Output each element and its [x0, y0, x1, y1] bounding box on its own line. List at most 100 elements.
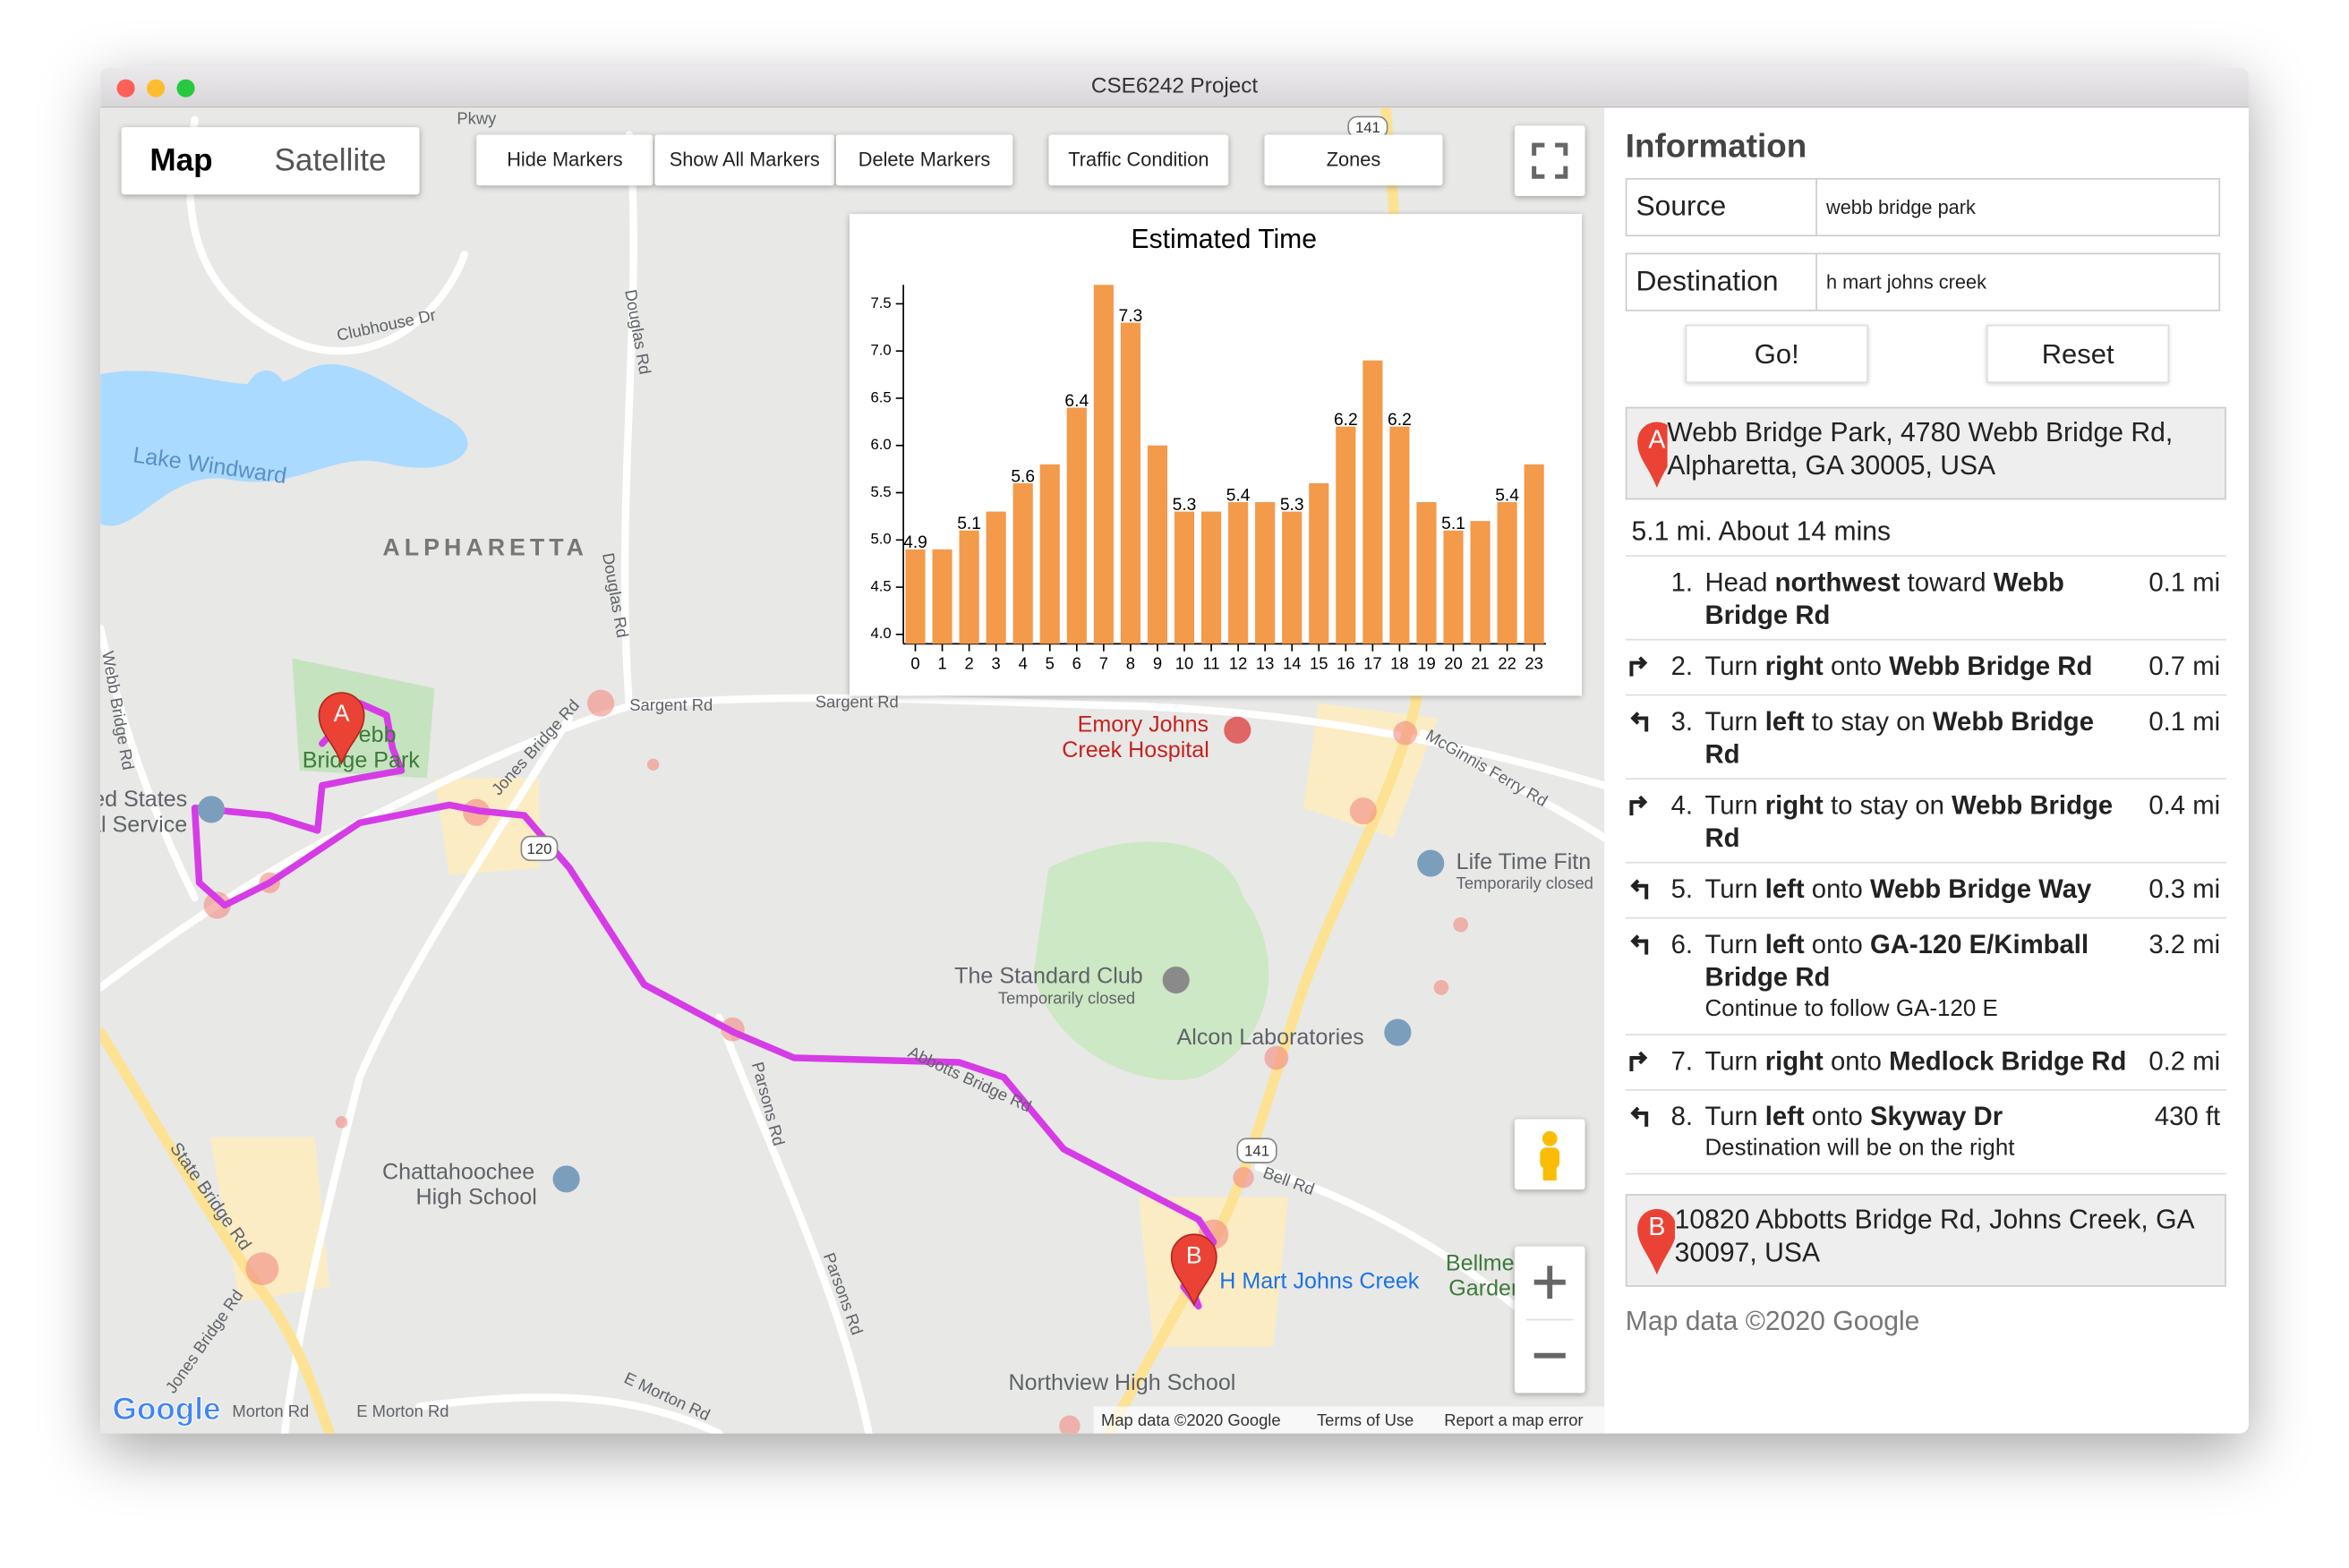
instruction-part: left [1764, 1101, 1805, 1131]
lake [100, 363, 468, 526]
map-label: Pkwy [457, 109, 497, 128]
x-tick-label: 11 [1203, 654, 1220, 673]
close-button[interactable] [116, 79, 135, 98]
terms-link[interactable]: Terms of Use [1317, 1410, 1414, 1429]
window-title: CSE6242 Project [1090, 74, 1259, 99]
turn-arrow [1630, 934, 1649, 955]
turn-icon-cell [1626, 1044, 1659, 1082]
y-tick-label: 5.5 [870, 483, 891, 500]
bar [932, 549, 952, 644]
y-tick-label: 5.0 [870, 531, 891, 548]
traffic-button[interactable]: Traffic Condition [1048, 134, 1229, 186]
step-distance: 430 ft [2154, 1101, 2221, 1131]
destination-field: Destination h mart johns creek [1625, 252, 2221, 311]
step-distance: 0.1 mi [2148, 706, 2221, 737]
map-label: Life Time Fitn [1456, 849, 1592, 874]
step-text: Turn left to stay on Webb Bridge Rd [1693, 704, 2133, 771]
zones-button[interactable]: Zones [1264, 134, 1443, 186]
zoom-button[interactable] [176, 79, 195, 98]
step-text: Turn right onto Webb Bridge Rd [1693, 650, 2133, 687]
step-number: 1. [1670, 567, 1694, 598]
map-label: Northview High School [1009, 1370, 1236, 1395]
step: 4. Turn right to stay on Webb Bridge Rd 0.… [1625, 780, 2226, 864]
instruction-part: Webb Bridge Rd [1704, 567, 2064, 630]
x-tick-label: 16 [1337, 654, 1354, 673]
instruction-part: Webb Bridge Way [1869, 873, 2092, 904]
map-label: The Standard Club [954, 963, 1143, 988]
route-summary: 5.1 mi. About 14 mins [1625, 499, 2226, 557]
info-panel: Information Source webb bridge park Dest… [1625, 125, 2226, 1337]
turn-arrow [1629, 1051, 1648, 1072]
x-tick-label: 13 [1256, 654, 1274, 673]
step-number: 3. [1670, 706, 1694, 737]
y-tick-label: 6.5 [870, 388, 891, 405]
step-text: Turn left onto Skyway Dr Destination will… [1693, 1100, 2133, 1166]
step-text: Turn left onto GA-120 E/Kimball Bridge R… [1693, 928, 2133, 1027]
go-button[interactable]: Go! [1685, 324, 1868, 383]
x-tick-label: 3 [992, 654, 1001, 673]
x-tick-label: 23 [1525, 654, 1542, 673]
marker-a[interactable]: A [318, 692, 365, 765]
poi-icon [552, 1165, 580, 1193]
marker-label: B [1648, 1213, 1665, 1241]
value-label: 4.9 [903, 533, 927, 552]
bar [1362, 360, 1383, 644]
value-label: 6.2 [1334, 411, 1358, 430]
fullscreen-button[interactable] [1514, 125, 1585, 197]
marker-label: B [1186, 1241, 1202, 1268]
button-row: Go! Reset [1626, 311, 2226, 407]
step-number: 8. [1670, 1101, 1694, 1131]
report-link[interactable]: Report a map error [1444, 1410, 1583, 1429]
turn-icon-cell [1626, 566, 1659, 632]
x-tick-label: 5 [1046, 654, 1055, 673]
step-note: Destination will be on the right [1704, 1135, 2015, 1162]
destination-input[interactable]: h mart johns creek [1825, 270, 1986, 294]
turn-icon-cell [1626, 704, 1659, 771]
map-label: Morton Rd [232, 1402, 309, 1420]
reset-button[interactable]: Reset [1986, 324, 2170, 383]
marker-a-icon: A [1637, 422, 1668, 489]
x-tick-label: 1 [937, 654, 946, 673]
steps-list: 1. Head northwest toward Webb Bridge Rd 0.… [1625, 557, 2226, 1175]
source-field: Source webb bridge park [1625, 177, 2221, 237]
x-tick-label: 14 [1283, 654, 1301, 673]
minimize-button[interactable] [147, 79, 166, 98]
value-label: 6.4 [1064, 392, 1089, 411]
y-tick-label: 6.0 [870, 436, 891, 453]
instruction-part: onto [1823, 1045, 1890, 1077]
roads [100, 115, 1605, 1434]
instruction-part: toward [1900, 567, 1994, 598]
bar [986, 511, 1006, 644]
step: 1. Head northwest toward Webb Bridge Rd 0.… [1625, 557, 2226, 641]
instruction-part: Medlock Bridge Rd [1889, 1045, 2127, 1077]
value-label: 5.3 [1173, 496, 1197, 515]
map-type-button[interactable]: Map [149, 143, 213, 178]
instruction-part: left [1764, 929, 1805, 959]
shield-label: 120 [526, 840, 551, 857]
bar [1174, 511, 1195, 644]
step-number: 5. [1670, 873, 1694, 904]
instruction-part: Skyway Dr [1869, 1101, 2003, 1131]
destination-label: Destination [1627, 254, 1817, 311]
hide-markers-button[interactable]: Hide Markers [476, 134, 653, 186]
title-bar: CSE6242 Project [100, 67, 2249, 108]
delete-markers-button[interactable]: Delete Markers [835, 134, 1013, 186]
show-markers-button[interactable]: Show All Markers [654, 134, 835, 186]
street-view-button[interactable] [1514, 1119, 1585, 1190]
zoom-in[interactable] [1533, 1265, 1566, 1300]
map-type-button[interactable]: Satellite [274, 143, 387, 178]
step-distance: 0.4 mi [2148, 789, 2221, 821]
source-input[interactable]: webb bridge park [1825, 196, 1976, 219]
x-tick-label: 4 [1019, 654, 1028, 673]
bar [1524, 464, 1544, 644]
map-label: Postal Service [100, 812, 187, 837]
bar [1336, 426, 1356, 644]
turn-icon [1630, 712, 1649, 732]
instruction-part: Head [1704, 567, 1775, 598]
poi-icon [1224, 716, 1251, 744]
step-text: Head northwest toward Webb Bridge Rd [1693, 566, 2133, 632]
bar [1200, 511, 1222, 644]
map-label: Creek Hospital [1062, 737, 1209, 763]
marker-b[interactable]: B [1170, 1233, 1217, 1308]
